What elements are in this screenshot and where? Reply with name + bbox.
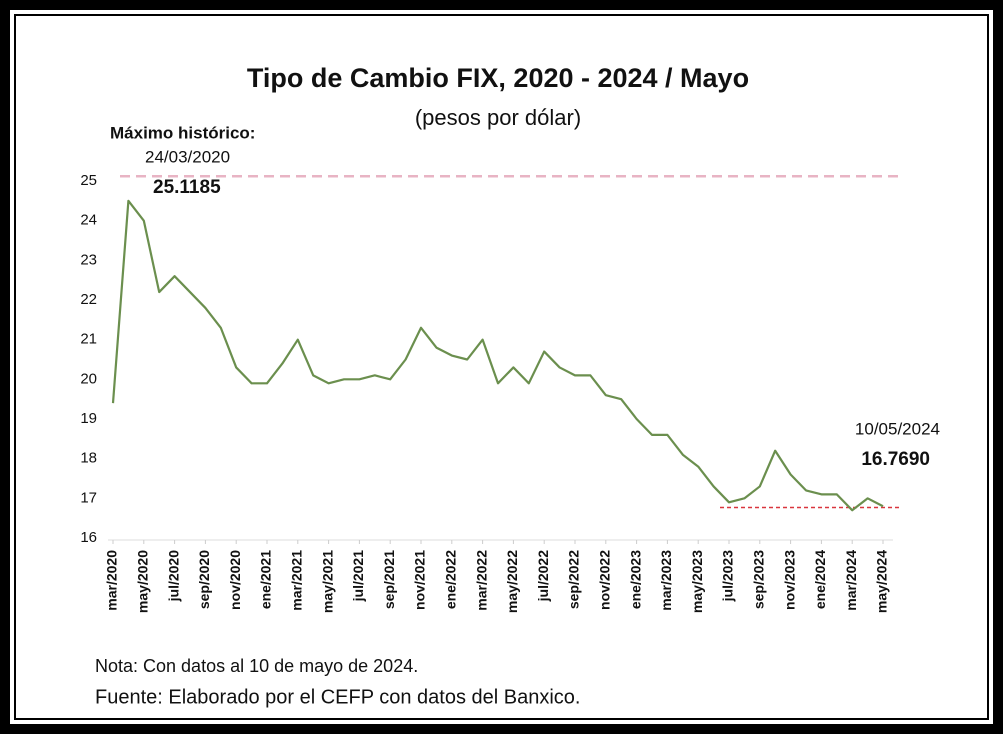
chart-subtitle: (pesos por dólar) xyxy=(415,105,581,130)
x-tick-label: mar/2022 xyxy=(473,550,489,611)
x-tick-label: nov/2023 xyxy=(781,550,797,610)
x-tick-label: mar/2020 xyxy=(104,550,120,611)
max-value: 25.1185 xyxy=(153,177,221,198)
x-tick-label: mar/2024 xyxy=(843,550,859,611)
x-tick-label: mar/2021 xyxy=(289,550,305,611)
x-tick-label: nov/2022 xyxy=(597,550,613,610)
x-tick-label: may/2022 xyxy=(504,550,520,613)
x-tick-label: ene/2024 xyxy=(812,550,828,609)
x-tick-label: ene/2021 xyxy=(258,550,274,609)
y-tick-label: 16 xyxy=(80,529,97,546)
x-tick-label: jul/2021 xyxy=(350,550,366,603)
y-tick-label: 17 xyxy=(80,489,97,506)
y-tick-label: 23 xyxy=(80,251,97,268)
x-tick-label: ene/2022 xyxy=(443,550,459,609)
x-tick-label: nov/2020 xyxy=(227,550,243,610)
frame-line xyxy=(14,14,989,720)
x-tick-label: jul/2022 xyxy=(535,550,551,603)
max-date: 24/03/2020 xyxy=(145,147,230,166)
x-tick-label: sep/2022 xyxy=(566,550,582,609)
x-tick-label: may/2023 xyxy=(689,550,705,613)
x-tick-label: sep/2020 xyxy=(196,550,212,609)
y-tick-label: 18 xyxy=(80,450,97,467)
y-tick-label: 24 xyxy=(80,212,97,229)
x-tick-label: may/2024 xyxy=(874,550,890,613)
y-tick-label: 19 xyxy=(80,410,97,427)
y-tick-label: 25 xyxy=(80,172,97,189)
y-tick-label: 21 xyxy=(80,331,97,348)
x-tick-label: jul/2023 xyxy=(720,550,736,603)
x-tick-label: jul/2020 xyxy=(165,550,181,603)
max-label: Máximo histórico: xyxy=(110,123,255,142)
x-tick-label: ene/2023 xyxy=(627,550,643,609)
frame-inner xyxy=(10,10,993,724)
series-line xyxy=(111,199,884,512)
chart-title: Tipo de Cambio FIX, 2020 - 2024 / Mayo xyxy=(247,63,749,93)
x-tick-label: may/2021 xyxy=(319,550,335,613)
last-date: 10/05/2024 xyxy=(855,419,940,438)
source: Fuente: Elaborado por el CEFP con datos … xyxy=(95,686,580,708)
last-value: 16.7690 xyxy=(861,449,930,470)
x-tick-label: sep/2023 xyxy=(751,550,767,609)
x-tick-label: may/2020 xyxy=(135,550,151,613)
y-tick-label: 20 xyxy=(80,370,97,387)
x-tick-label: nov/2021 xyxy=(412,550,428,610)
y-tick-label: 22 xyxy=(80,291,97,308)
note: Nota: Con datos al 10 de mayo de 2024. xyxy=(95,656,418,676)
x-tick-label: mar/2023 xyxy=(658,550,674,611)
x-tick-label: sep/2021 xyxy=(381,550,397,609)
